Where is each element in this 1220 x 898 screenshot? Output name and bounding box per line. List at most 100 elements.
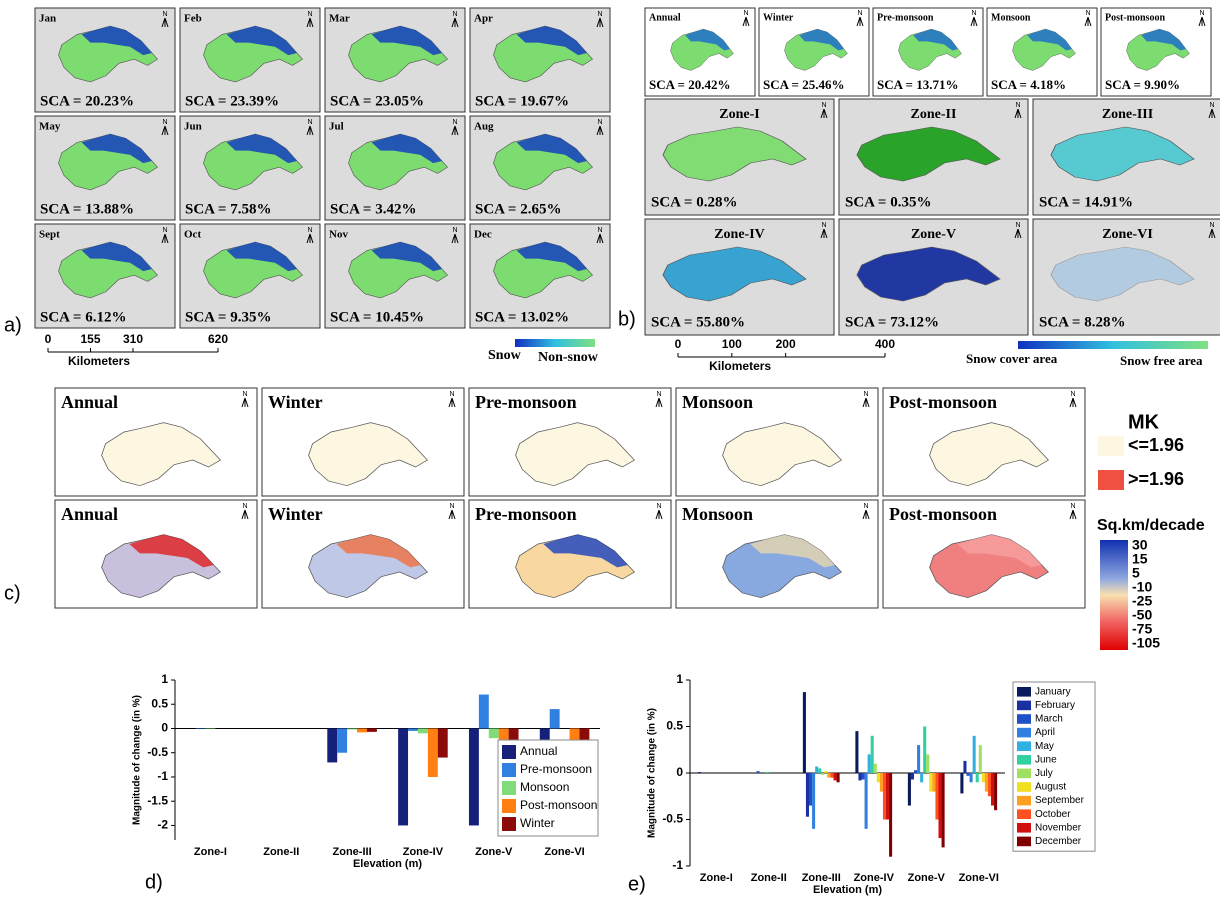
bar [438,728,448,757]
map-title: Aug [474,121,494,133]
legend-swatch [1098,436,1124,456]
north-label: N [452,119,457,126]
sca-label: SCA = 73.12% [845,314,939,330]
map-title: Pre-monsoon [475,392,577,412]
legend-label: April [1035,727,1055,738]
map-title: Feb [184,13,202,25]
y-tick-label: -2 [157,818,168,832]
north-label: N [162,119,167,126]
panel-label: e) [628,873,646,895]
bar [824,771,827,773]
bar [960,773,963,793]
x-tick-label: Zone-II [751,872,787,884]
legend-swatch [1017,701,1031,711]
x-axis-label: Elevation (m) [353,858,422,870]
bar [939,773,942,838]
legend-label: June [1035,754,1057,765]
north-label: N [971,10,976,17]
legend-label: August [1035,782,1066,793]
bar [942,773,945,847]
bar [911,773,914,780]
north-label: N [656,391,661,398]
bar [880,773,883,792]
bar [367,728,377,731]
scale-unit: Kilometers [68,354,130,368]
bar [806,773,809,817]
bar [428,728,438,776]
map-title: Winter [268,392,323,412]
north-label: N [821,102,826,109]
sca-label: SCA = 20.23% [40,93,134,109]
map-title: Pre-monsoon [877,12,934,23]
sca-label: SCA = 0.35% [845,194,931,210]
map-title: Zone-VI [1102,227,1153,242]
bar [834,773,837,780]
bar [967,773,970,776]
scale-label: 100 [722,337,742,351]
north-label: N [452,11,457,18]
y-tick-label: -1 [157,769,168,783]
y-tick-label: 0 [161,721,168,735]
map-title: Pre-monsoon [475,504,577,524]
y-tick-label: -1 [672,858,683,872]
y-tick-label: 1 [161,672,168,686]
x-tick-label: Zone-IV [403,846,444,858]
legend-swatch [1017,823,1031,833]
legend-swatch [502,817,516,831]
map-title: Post-monsoon [889,504,997,524]
x-tick-label: Zone-I [194,846,227,858]
y-axis-label: Magnitude of change (in %) [647,708,658,838]
sca-label: SCA = 19.67% [475,93,569,109]
y-tick-label: -0.5 [662,812,683,826]
legend-label: Snow free area [1120,353,1203,368]
legend-label: March [1035,714,1063,725]
map-title: Annual [649,12,681,23]
bar [398,728,408,825]
x-tick-label: Zone-II [263,846,299,858]
map-title: Winter [268,504,323,524]
north-label: N [863,391,868,398]
scale-label: 155 [80,332,100,346]
bar [489,728,499,738]
north-label: N [863,503,868,510]
bar [862,773,865,780]
bar [812,773,815,829]
north-label: N [1070,391,1075,398]
figure: NJanSCA = 20.23%NFebSCA = 23.39%NMarSCA … [0,0,1220,898]
sca-label: SCA = 25.46% [763,77,844,92]
sca-label: SCA = 6.12% [40,309,126,325]
bar [929,773,932,792]
bar [982,773,985,782]
bar [408,728,418,730]
legend-swatch [502,781,516,795]
legend-swatch [502,763,516,777]
bar [809,773,812,806]
scale-label: 200 [776,337,796,351]
bar [766,772,769,773]
north-label: N [307,119,312,126]
sca-label: SCA = 13.02% [475,309,569,325]
legend-swatch [1017,741,1031,751]
panel-label: d) [145,871,163,893]
sca-label: SCA = 9.35% [185,309,271,325]
north-label: N [1070,503,1075,510]
bar [357,728,367,732]
map-title: May [39,121,61,133]
north-label: N [597,227,602,234]
map-title: Post-monsoon [1105,12,1165,23]
north-label: N [162,227,167,234]
y-tick-label: 1 [676,672,683,686]
bar [991,773,994,806]
north-label: N [597,119,602,126]
bar [818,768,821,773]
bar [963,761,966,773]
legend-swatch [1017,809,1031,819]
x-tick-label: Zone-III [333,846,372,858]
y-tick-label: 0 [676,765,683,779]
north-label: N [449,391,454,398]
sca-label: SCA = 3.42% [330,201,416,217]
bar [827,773,830,778]
legend-swatch [1017,714,1031,724]
scale-label: 0 [45,332,52,346]
map-title: Dec [474,229,492,241]
